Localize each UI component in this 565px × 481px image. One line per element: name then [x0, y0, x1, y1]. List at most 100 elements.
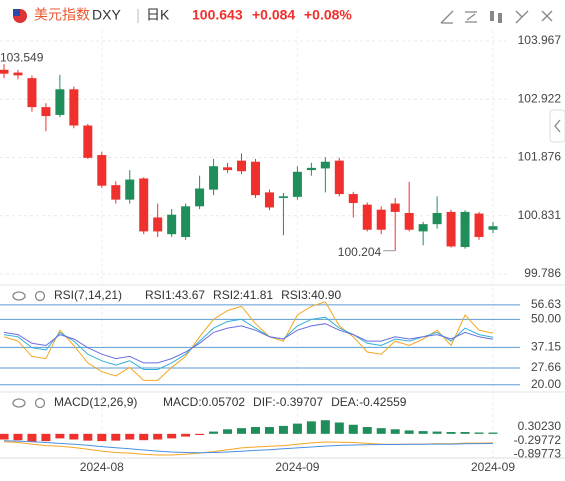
indicator-line	[3, 316, 494, 370]
macd-bar	[376, 428, 386, 434]
x-tick-label: 2024-09	[471, 460, 515, 474]
macd-bar	[209, 431, 219, 434]
tool-button[interactable]	[515, 10, 529, 24]
candle-body	[264, 192, 274, 208]
indicator-readout: RSI3:40.90	[281, 288, 341, 302]
candle-body	[362, 204, 372, 230]
macd-bar	[292, 423, 302, 434]
y-tick-label: 102.922	[518, 91, 562, 105]
side-tab[interactable]	[549, 109, 565, 143]
candle-body	[474, 213, 484, 237]
candle-body	[97, 155, 107, 186]
macd-bar	[306, 421, 316, 434]
y-tick-label: 37.15	[531, 340, 561, 354]
macd-bar	[418, 431, 428, 434]
indicator-readout: RSI1:43.67	[145, 288, 205, 302]
change: +0.084	[252, 7, 295, 23]
macd-bar	[55, 433, 65, 439]
macd-bar	[320, 420, 330, 434]
macd-bar	[83, 433, 93, 441]
y-tick-label: 27.66	[531, 360, 561, 374]
candle-body	[111, 185, 121, 200]
candle-body	[181, 206, 191, 237]
indicator-readout: MACD:0.05702	[163, 395, 245, 409]
candle-body	[488, 226, 498, 230]
tool-button[interactable]	[440, 10, 454, 24]
y-tick-label: -0.29772	[514, 433, 562, 447]
macd-bar	[181, 433, 191, 437]
candle-body	[237, 160, 247, 172]
candle-body	[41, 107, 51, 117]
y-tick-label: 99.786	[524, 266, 561, 280]
candle-body	[292, 171, 302, 197]
macd-bar	[125, 433, 135, 440]
candle-body	[320, 161, 330, 169]
candle-body	[69, 89, 79, 126]
macd-bar	[237, 428, 247, 434]
macd-bar	[264, 427, 274, 434]
flag-icon	[13, 9, 20, 16]
high-label: 103.549	[0, 50, 44, 64]
indicator-icons	[12, 397, 46, 409]
x-tick-label: 2024-09	[275, 460, 319, 474]
tool-button[interactable]	[465, 11, 477, 23]
macd-bar	[111, 433, 121, 441]
macd-bar	[446, 432, 456, 434]
candle-body	[125, 179, 135, 200]
candle-body	[376, 209, 386, 230]
indicator-line	[3, 441, 494, 456]
x-tick-label: 2024-08	[80, 460, 124, 474]
macd-bar	[139, 433, 149, 441]
macd-bar	[195, 433, 205, 435]
y-tick-label: 103.967	[518, 33, 562, 47]
indicator-line	[3, 301, 494, 381]
candle-body	[167, 214, 177, 235]
y-tick-label: 100.831	[518, 208, 562, 222]
candle-body	[250, 161, 260, 196]
macd-bar	[390, 429, 400, 434]
candle-body	[278, 196, 288, 198]
macd-bar	[223, 429, 233, 434]
price: 100.643	[192, 7, 243, 23]
y-tick-label: 50.00	[531, 312, 561, 326]
indicator-label: MACD(12,26,9)	[54, 395, 137, 409]
y-tick-label: 0.30230	[518, 419, 562, 433]
macd-bar	[250, 427, 260, 434]
candle-body	[27, 78, 37, 108]
y-tick-label: -0.89773	[514, 446, 562, 460]
macd-bar	[13, 433, 23, 441]
instrument-symbol: DXY	[92, 7, 121, 23]
macd-bar	[362, 427, 372, 434]
candle-body	[390, 203, 400, 212]
indicator-line	[3, 323, 494, 364]
candle-body	[432, 213, 442, 225]
candle-body	[209, 166, 219, 190]
candle-body	[460, 211, 470, 248]
macd-bar	[488, 432, 498, 434]
candle-body	[446, 211, 456, 247]
macd-bar	[278, 425, 288, 434]
macd-bar	[27, 433, 37, 442]
candle-body	[153, 217, 163, 232]
candle-body	[83, 125, 93, 158]
candle-body	[306, 167, 316, 171]
candle-body	[418, 224, 428, 232]
macd-bar	[404, 430, 414, 434]
toolbar	[440, 10, 553, 24]
candle-body	[404, 213, 414, 230]
indicator-icons	[12, 290, 46, 302]
macd-bar	[348, 424, 358, 434]
tool-button[interactable]	[490, 11, 502, 23]
macd-bar	[41, 433, 51, 442]
indicator-label: RSI(7,14,21)	[54, 288, 122, 302]
macd-bar	[474, 432, 484, 434]
y-tick-label: 20.00	[531, 377, 561, 391]
period[interactable]: 日K	[146, 7, 170, 23]
candle-body	[139, 178, 149, 232]
candle-body	[55, 89, 65, 115]
y-tick-label: 56.63	[531, 297, 561, 311]
candle-body	[334, 160, 344, 195]
tool-button[interactable]	[541, 10, 553, 22]
